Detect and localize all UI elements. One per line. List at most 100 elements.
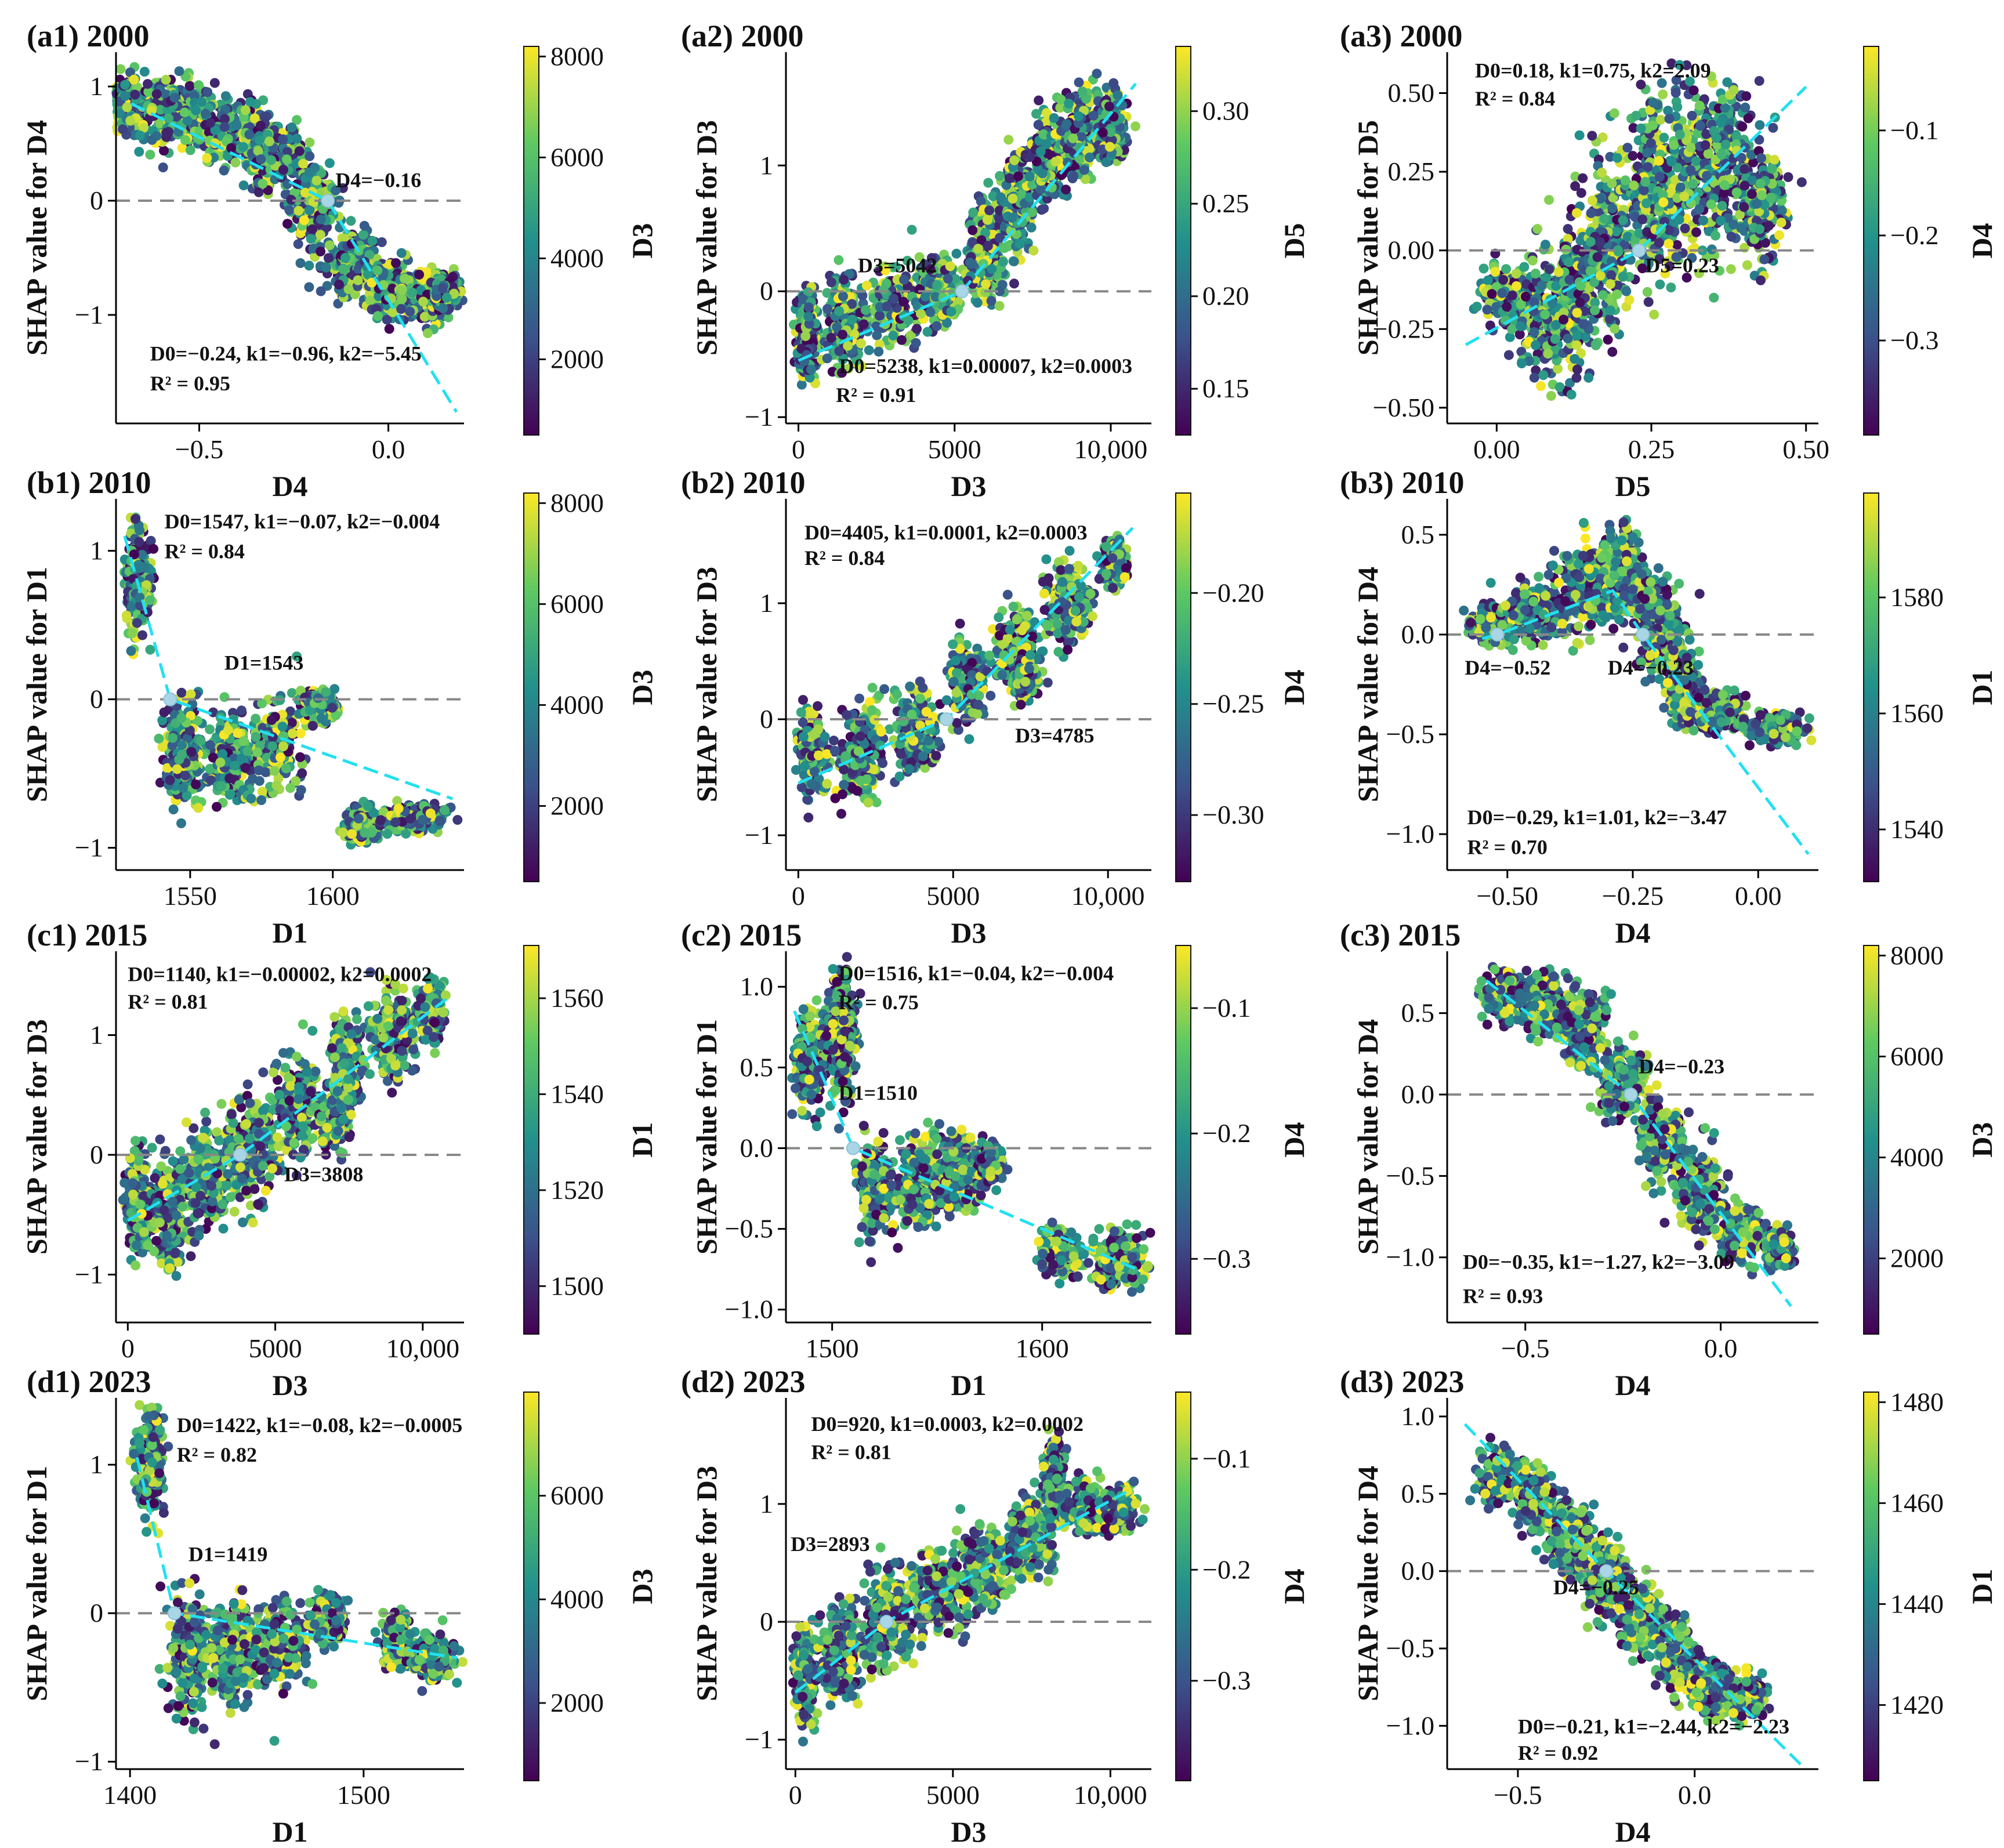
- scatter-point: [287, 122, 297, 132]
- scatter-point: [360, 221, 369, 231]
- scatter-point: [295, 146, 305, 156]
- scatter-point: [244, 130, 254, 140]
- scatter-point: [161, 128, 171, 137]
- scatter-point: [175, 66, 184, 76]
- scatter-point: [147, 135, 157, 145]
- scatter-point: [231, 158, 241, 168]
- scatter-point: [170, 93, 180, 103]
- scatter-point: [373, 311, 383, 321]
- scatter-point: [125, 116, 135, 126]
- scatter-point: [134, 147, 144, 157]
- scatter-point: [340, 253, 350, 263]
- scatter-point: [316, 215, 326, 224]
- scatter-point: [278, 135, 288, 144]
- scatter-point: [372, 266, 382, 276]
- scatter-point: [180, 107, 190, 117]
- scatter-point: [232, 121, 242, 131]
- scatter-point: [397, 248, 407, 258]
- scatter-point: [238, 142, 248, 152]
- scatter-point: [377, 237, 387, 247]
- scatter-point: [324, 253, 334, 263]
- scatter-point: [293, 239, 303, 249]
- scatter-point: [194, 80, 204, 90]
- scatter-point: [185, 81, 195, 91]
- scatter-point: [344, 284, 354, 294]
- scatter-point: [186, 145, 195, 155]
- scatter-point: [253, 146, 263, 156]
- scatter-point: [334, 280, 344, 289]
- scatter-point: [298, 159, 308, 169]
- scatter-point: [338, 264, 348, 274]
- scatter-point: [316, 247, 325, 256]
- scatter-point: [304, 260, 314, 270]
- scatter-point: [256, 154, 266, 164]
- scatter-point: [130, 90, 140, 100]
- scatter-point: [197, 97, 206, 107]
- scatter-point: [306, 234, 316, 244]
- scatter-point: [305, 137, 314, 147]
- scatter-point: [385, 324, 394, 334]
- figure-canvas: (a1) 2000−0.5 0.0−101D4SHAP value for D4 D…: [0, 0, 2004, 1848]
- scatter-point: [293, 206, 303, 216]
- scatter-point: [391, 258, 401, 268]
- scatter-point: [202, 87, 212, 97]
- panel-label: (a1) 2000: [27, 19, 149, 53]
- scatter-point: [143, 79, 153, 89]
- scatter-point: [311, 176, 321, 186]
- scatter-point: [241, 105, 251, 115]
- scatter-point: [219, 166, 229, 176]
- scatter-point: [122, 102, 132, 112]
- scatter-point: [164, 113, 173, 123]
- scatter-point: [258, 179, 267, 189]
- scatter-point: [346, 216, 356, 226]
- scatter-point: [282, 154, 292, 164]
- scatter-point: [334, 198, 343, 208]
- scatter-point: [180, 135, 190, 145]
- scatter-point: [116, 64, 126, 74]
- scatter-point: [202, 153, 212, 163]
- scatter-point: [264, 136, 274, 146]
- scatter-point: [282, 219, 292, 229]
- scatter-point: [305, 151, 314, 161]
- scatter-point: [400, 274, 410, 284]
- scatter-point: [256, 121, 266, 131]
- scatter-point: [255, 135, 264, 145]
- scatter-point: [120, 91, 130, 101]
- scatter-point: [423, 328, 433, 338]
- scatter-point: [304, 282, 314, 292]
- scatter-point: [120, 80, 130, 90]
- scatter-point: [278, 165, 288, 175]
- scatter-point: [316, 230, 325, 240]
- scatter-point: [201, 109, 211, 119]
- scatter-point: [239, 180, 249, 190]
- scatter-point: [183, 116, 193, 126]
- scatter-point: [118, 124, 128, 134]
- scatter-point: [296, 258, 306, 268]
- scatter-point: [161, 75, 171, 85]
- scatter-point: [220, 122, 230, 132]
- scatter-point: [358, 230, 368, 240]
- scatter-point: [266, 155, 276, 165]
- scatter-point: [158, 162, 168, 172]
- scatter-point: [129, 75, 139, 85]
- scatter-point: [353, 276, 363, 285]
- scatter-point: [299, 215, 309, 225]
- scatter-point: [145, 150, 155, 160]
- scatter-point: [205, 118, 215, 128]
- scatter-point: [305, 205, 314, 215]
- scatter-point: [210, 78, 220, 88]
- scatter-point: [292, 133, 302, 143]
- scatter-point: [152, 89, 162, 99]
- scatter-point: [135, 131, 145, 140]
- scatter-point: [191, 106, 201, 115]
- scatter-point: [321, 263, 331, 273]
- scatter-point: [325, 240, 335, 250]
- scatter-point: [159, 146, 169, 155]
- scatter-point: [316, 287, 326, 296]
- scatter-point: [325, 158, 335, 168]
- scatter-point: [305, 168, 314, 177]
- scatter-point: [221, 91, 231, 101]
- scatter-point: [140, 67, 150, 77]
- scatter-point: [368, 236, 378, 246]
